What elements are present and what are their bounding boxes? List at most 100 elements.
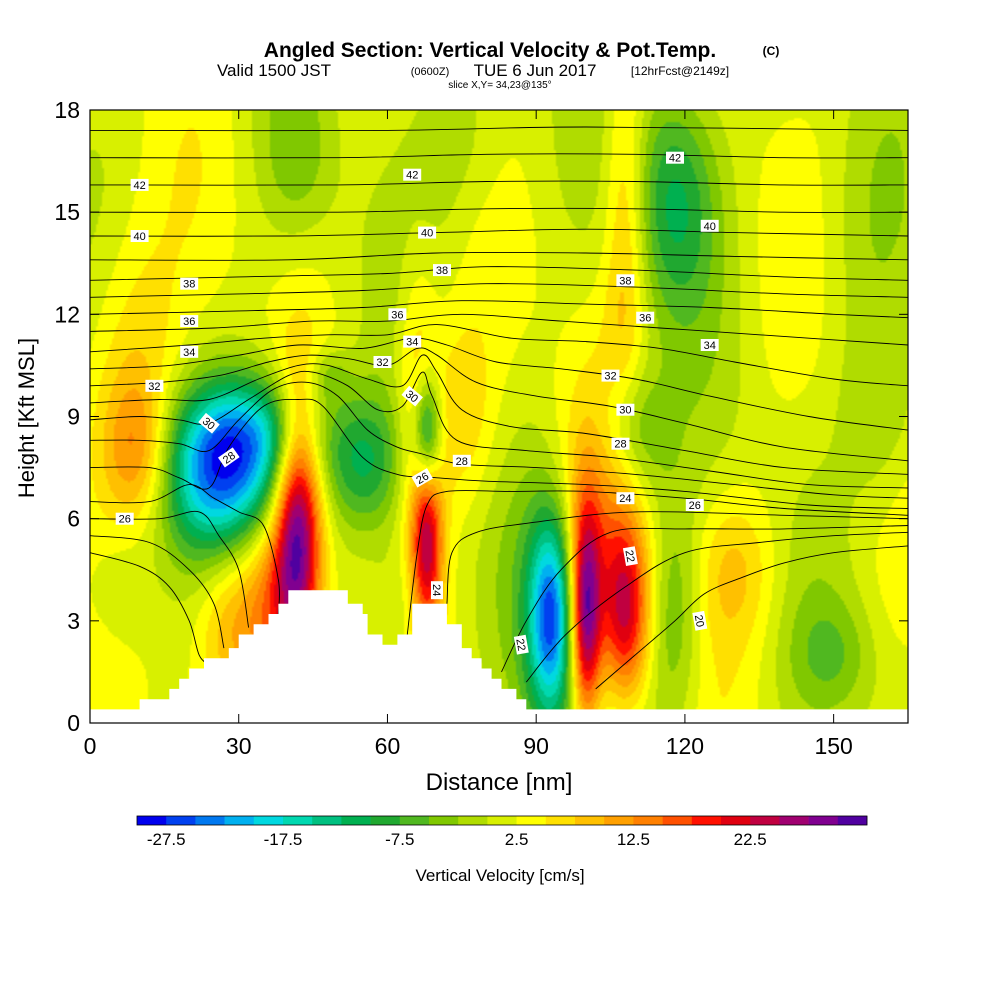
theta-contour-line (90, 381, 908, 499)
colorbar-swatch (837, 816, 868, 825)
contour-label: 40 (700, 219, 719, 233)
theta-contour-line (595, 545, 908, 690)
contour-label-text: 22 (513, 638, 527, 652)
contour-label: 38 (180, 277, 199, 291)
contour-label-text: 30 (619, 405, 631, 417)
contour-label-bg (431, 581, 443, 600)
contour-label-bg (217, 447, 240, 468)
contour-label: 40 (418, 226, 437, 240)
theta-contour-line (90, 552, 210, 666)
contour-label-bg (180, 315, 199, 328)
contour-label-bg (388, 308, 407, 321)
subtitle-forecast: [12hrFcst@2149z] (631, 64, 729, 78)
colorbar-swatch (575, 816, 605, 825)
colorbar-tick-label: -17.5 (264, 830, 303, 849)
contour-label-bg (611, 437, 630, 450)
y-tick-label: 12 (54, 301, 80, 327)
contour-label-bg (700, 219, 719, 232)
x-tick-label: 60 (375, 733, 401, 759)
contour-label-bg (433, 264, 451, 277)
contour-label: 24 (430, 581, 443, 600)
colorbar-swatch (633, 816, 663, 825)
colorbar-tick-label: 22.5 (734, 830, 767, 849)
contour-label-text: 24 (430, 584, 442, 596)
colorbar-swatch (429, 816, 459, 825)
x-axis: 0 30 60 90 120 150 (84, 110, 853, 759)
theta-contour-line (501, 525, 908, 673)
contour-label-bg (373, 356, 392, 368)
contour-label-bg (616, 492, 635, 505)
contour-label: 34 (700, 339, 719, 352)
contour-label-text: 26 (119, 514, 131, 526)
contour-label-text: 26 (414, 470, 431, 487)
contour-label: 34 (403, 335, 422, 349)
contour-label: 42 (666, 151, 684, 165)
contour-label-bg (452, 454, 471, 467)
theta-contour-line (90, 324, 908, 387)
theta-contour-line (525, 531, 908, 683)
colorbar-tick-label: 12.5 (617, 830, 650, 849)
contour-label-bg (411, 468, 433, 488)
colorbar-frame (136, 815, 868, 826)
colorbar-swatch (691, 816, 722, 825)
y-tick-label: 9 (67, 404, 80, 430)
subtitle-slice: slice X,Y= 34,23@135° (448, 80, 551, 91)
contour-label: 36 (180, 315, 199, 328)
chart-title: Angled Section: Vertical Velocity & Pot.… (264, 39, 716, 62)
contour-label: 30 (616, 403, 635, 417)
contour-label: 26 (685, 499, 704, 512)
subtitle-utc: (0600Z) (411, 66, 450, 78)
contour-label: 36 (636, 311, 655, 325)
contour-label-text: 26 (689, 500, 701, 512)
x-tick-label: 150 (814, 733, 852, 759)
contour-label-text: 42 (669, 153, 681, 165)
contour-label-text: 32 (376, 357, 388, 369)
contour-label-bg (601, 369, 620, 382)
contour-label-text: 38 (619, 275, 631, 287)
contour-label-text: 34 (183, 347, 195, 359)
contour-label-bg (130, 230, 149, 242)
x-tick-label: 120 (666, 733, 704, 759)
theta-contour-line (90, 510, 250, 628)
theta-contours (90, 126, 908, 690)
plot-area: 4240383634323028264240383634323028262422… (89, 109, 909, 724)
contour-label: 26 (115, 512, 134, 526)
colorbar-swatch (283, 816, 313, 825)
colorbar-swatch (750, 816, 780, 825)
contour-label-bg (115, 512, 134, 525)
theta-contour-line (90, 180, 908, 186)
contour-label-text: 32 (148, 381, 160, 393)
theta-contour-line (406, 489, 908, 635)
contour-label-bg (685, 499, 704, 511)
contour-label-text: 42 (133, 180, 145, 192)
contour-label: 42 (403, 168, 422, 182)
contour-label-text: 40 (421, 228, 433, 240)
contour-label-bg (513, 634, 529, 655)
contour-label: 38 (433, 264, 451, 277)
colorbar-swatch (224, 816, 255, 825)
y-tick-label: 15 (54, 199, 80, 225)
colorbar-swatch (516, 816, 547, 825)
contour-label-bg (692, 610, 708, 631)
contour-label: 32 (601, 369, 620, 383)
contour-label-bg (180, 345, 199, 358)
theta-contour-line (446, 511, 908, 604)
theta-contour-line (90, 313, 908, 346)
contour-label: 38 (616, 274, 635, 287)
contour-label-text: 38 (436, 265, 448, 277)
chart-title-unit: (C) (763, 44, 780, 58)
contour-label: 28 (217, 447, 240, 468)
colorbar-label: Vertical Velocity [cm/s] (415, 866, 584, 885)
contour-label-text: 32 (604, 371, 616, 383)
contour-label-text: 36 (639, 313, 651, 325)
colorbar-swatch (779, 816, 809, 825)
contour-label-bg (198, 412, 220, 434)
contour-label-text: 34 (406, 337, 418, 349)
theta-contour-line (90, 153, 908, 159)
contour-label-bg (666, 151, 684, 164)
colorbar-tick-label: -7.5 (385, 830, 414, 849)
subtitle-valid: Valid 1500 JST (217, 61, 331, 80)
subtitle-date: TUE 6 Jun 2017 (474, 61, 597, 80)
contour-label-bg (616, 403, 635, 416)
colorbar-swatch (370, 816, 401, 825)
